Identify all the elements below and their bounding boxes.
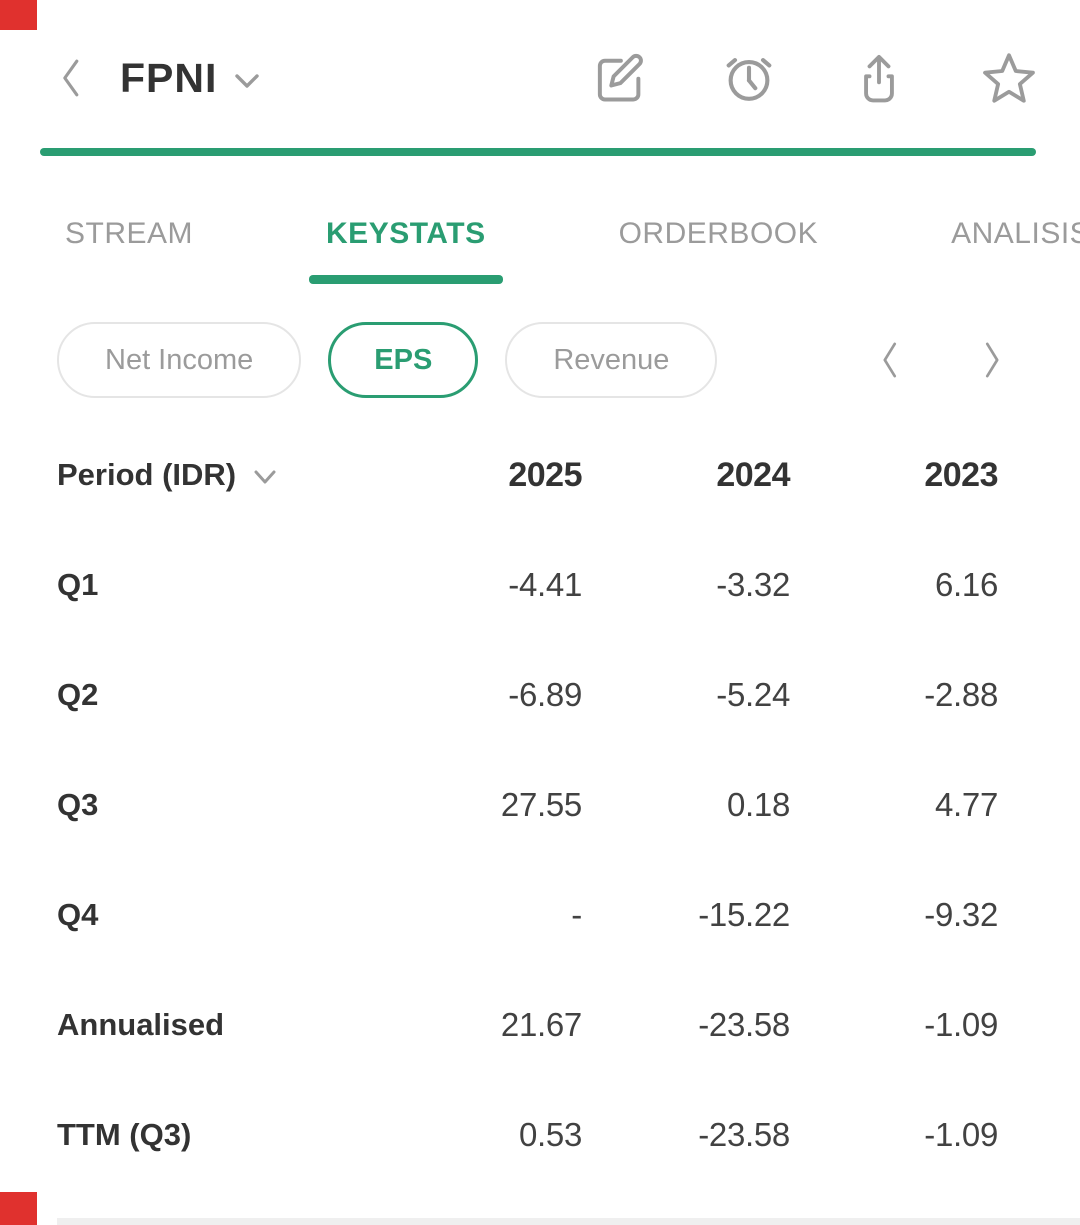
tab-keystats[interactable]: KEYSTATS	[309, 214, 503, 284]
row-label: TTM (Q3)	[57, 1117, 192, 1152]
tab-orderbook[interactable]: ORDERBOOK	[618, 217, 819, 250]
cell-value: 27.55	[500, 786, 582, 823]
cell-value: -1.09	[924, 1116, 998, 1153]
pill-net-income[interactable]: Net Income	[57, 322, 302, 398]
table-row: Annualised 21.67 -23.58 -1.09	[0, 970, 1080, 1080]
bottom-divider	[57, 1218, 1080, 1225]
cell-value: -9.32	[924, 896, 998, 933]
cell-value: -	[571, 896, 582, 933]
active-tab-underline	[309, 275, 503, 284]
chevron-left-icon	[883, 342, 897, 378]
row-label: Q2	[57, 677, 99, 712]
pill-revenue[interactable]: Revenue	[505, 322, 718, 398]
cell-value: -15.22	[698, 896, 790, 933]
cell-value: 4.77	[934, 786, 998, 823]
table-row: Q3 27.55 0.18 4.77	[0, 750, 1080, 860]
share-button[interactable]	[850, 49, 908, 107]
prev-years-button[interactable]	[873, 338, 909, 382]
year-column-header: 2025	[508, 455, 582, 494]
row-label: Annualised	[57, 1007, 225, 1042]
capture-marker-bottom-left	[0, 1192, 37, 1225]
alarm-icon	[726, 58, 772, 101]
table-row: TTM (Q3) 0.53 -23.58 -1.09	[0, 1080, 1080, 1190]
cell-value: 6.16	[934, 566, 998, 603]
table-header-row: Period (IDR) 2025 2024 2023	[0, 420, 1080, 530]
period-label: Period (IDR)	[57, 457, 237, 492]
tab-stream[interactable]: STREAM	[65, 217, 194, 250]
cell-value: -23.58	[698, 1116, 790, 1153]
alarm-button[interactable]	[720, 49, 778, 107]
capture-marker-top-left	[0, 0, 37, 30]
row-label: Q1	[57, 567, 99, 602]
cell-value: -4.41	[508, 566, 582, 603]
cell-value: -23.58	[698, 1006, 790, 1043]
header: FPNI	[40, 38, 1038, 118]
table-row: Q1 -4.41 -3.32 6.16	[0, 530, 1080, 640]
cell-value: 0.53	[518, 1116, 582, 1153]
star-icon	[983, 53, 1035, 103]
ticker-symbol[interactable]: FPNI	[120, 54, 218, 101]
header-accent-rule	[40, 148, 1036, 156]
symbol-dropdown-icon[interactable]	[231, 71, 263, 93]
header-actions	[590, 49, 1038, 107]
table-row: Q4 - -15.22 -9.32	[0, 860, 1080, 970]
back-chevron-icon	[63, 59, 79, 97]
chevron-right-icon	[985, 342, 999, 378]
keystats-table: Period (IDR) 2025 2024 2023 Q1 -4.41 -3.…	[0, 420, 1080, 1190]
pill-eps[interactable]: EPS	[328, 322, 479, 398]
period-dropdown-icon	[250, 468, 280, 488]
year-column-header: 2023	[924, 455, 998, 494]
year-pager	[873, 338, 1023, 382]
back-button[interactable]	[52, 50, 92, 106]
period-header[interactable]: Period (IDR)	[57, 457, 362, 493]
year-column-header: 2024	[716, 455, 790, 494]
tab-keystats-label: KEYSTATS	[326, 217, 486, 250]
tab-analysis[interactable]: ANALISIS	[951, 217, 1080, 250]
compose-icon	[597, 53, 643, 102]
cell-value: -1.09	[924, 1006, 998, 1043]
cell-value: 0.18	[726, 786, 790, 823]
cell-value: -5.24	[716, 676, 790, 713]
cell-value: 21.67	[500, 1006, 582, 1043]
share-icon	[864, 54, 894, 103]
next-years-button[interactable]	[973, 338, 1009, 382]
cell-value: -3.32	[716, 566, 790, 603]
table-row: Q2 -6.89 -5.24 -2.88	[0, 640, 1080, 750]
row-label: Q3	[57, 787, 99, 822]
cell-value: -6.89	[508, 676, 582, 713]
compose-button[interactable]	[590, 49, 648, 107]
row-label: Q4	[57, 897, 99, 932]
metric-filter-bar: Net Income EPS Revenue	[57, 322, 1023, 398]
tab-bar: STREAM KEYSTATS ORDERBOOK ANALISIS	[0, 214, 1080, 294]
watchlist-button[interactable]	[980, 49, 1038, 107]
cell-value: -2.88	[924, 676, 998, 713]
